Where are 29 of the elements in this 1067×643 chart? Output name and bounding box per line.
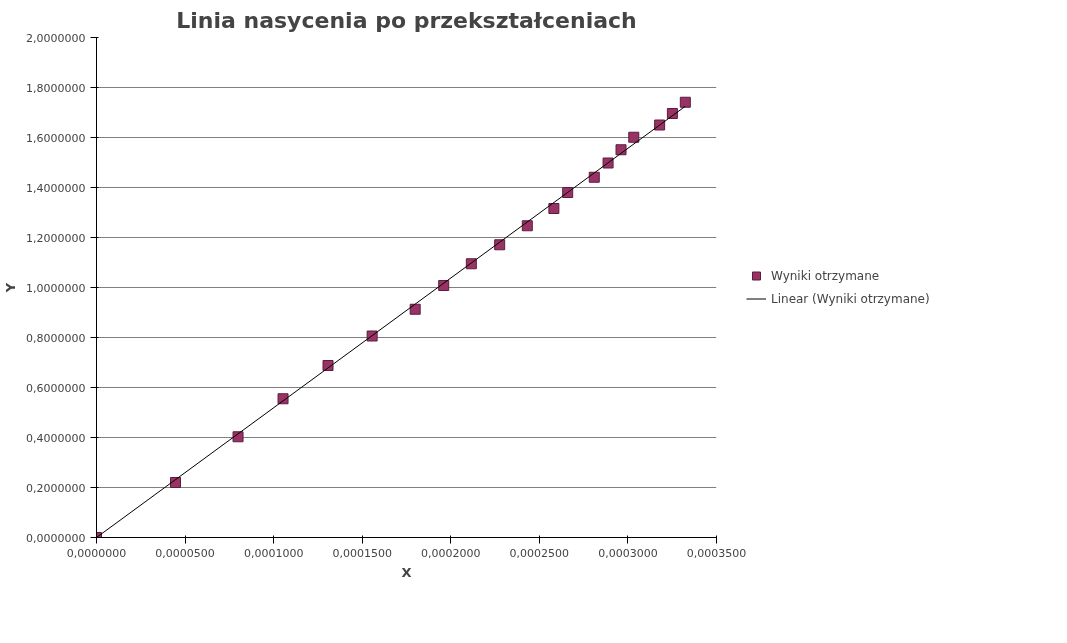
x-tick-label: 0,0001000 — [243, 546, 304, 560]
y-tick-label: 0,6000000 — [26, 381, 86, 395]
x-axis-title: X — [401, 564, 412, 580]
y-tick-label: 1,4000000 — [26, 181, 86, 195]
y-tick-label: 1,0000000 — [26, 281, 86, 295]
y-tick-label: 1,6000000 — [26, 131, 86, 145]
point — [679, 96, 691, 108]
point — [628, 131, 640, 143]
x-tick-label: 0,0000500 — [155, 546, 215, 560]
legend-label: Wyniki otrzymane — [771, 268, 880, 283]
chart-title: Linia nasycenia po przekształceniach — [176, 7, 637, 33]
y-tick-label: 2,0000000 — [26, 31, 86, 45]
x-tick-label: 0,0002000 — [421, 546, 481, 560]
y-tick-label: 0,0000000 — [26, 531, 86, 545]
legend-label: Linear (Wyniki otrzymane) — [771, 291, 930, 306]
x-tick-label: 0,0003000 — [598, 546, 658, 560]
y-tick-label: 1,2000000 — [26, 231, 86, 245]
point — [588, 171, 600, 183]
x-tick-label: 0,0003500 — [686, 546, 747, 560]
y-tick-label: 1,8000000 — [26, 81, 86, 95]
x-tick-label: 0,0001500 — [332, 546, 392, 560]
point — [548, 203, 560, 214]
y-tick-label: 0,4000000 — [26, 431, 86, 445]
y-tick-label: 0,2000000 — [26, 481, 86, 495]
y-tick-label: 0,8000000 — [26, 331, 86, 345]
point — [409, 303, 421, 315]
x-tick-label: 0,0000000 — [66, 546, 127, 560]
x-tick-label: 0,0002500 — [509, 546, 570, 560]
y-axis-title: Y — [3, 282, 19, 294]
